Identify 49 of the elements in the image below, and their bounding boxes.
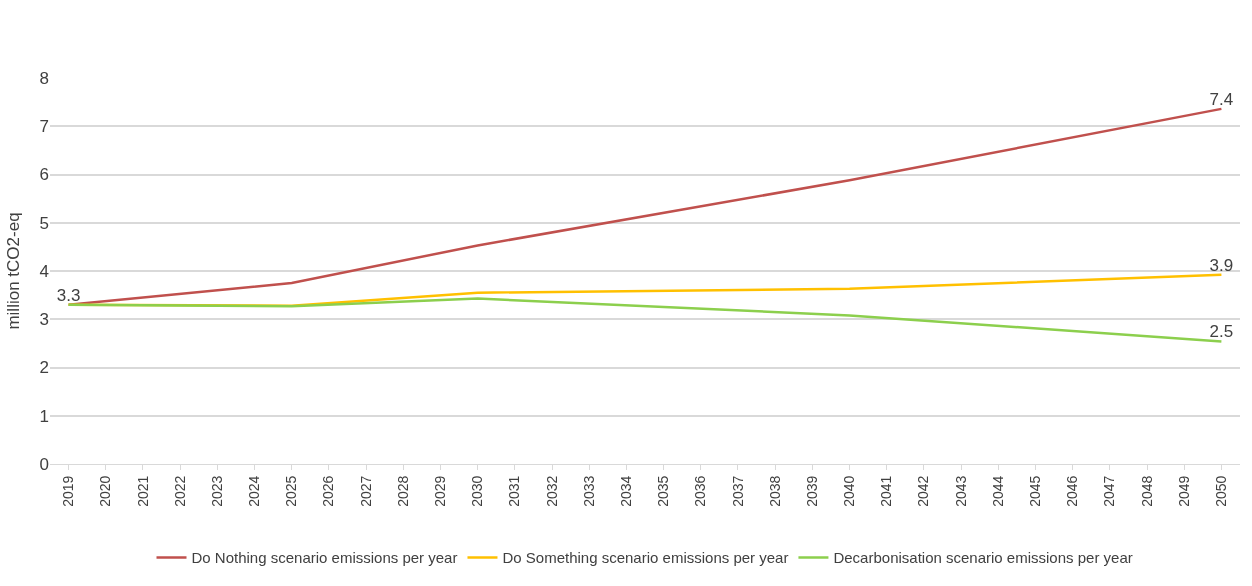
x-tick-label: 2019 <box>60 475 77 507</box>
x-tick-label: 2034 <box>617 475 634 507</box>
x-tick-label: 2042 <box>915 475 932 507</box>
data-label: 3.9 <box>1209 255 1234 275</box>
x-tick-label: 2049 <box>1175 475 1192 507</box>
y-tick-label: 2 <box>39 358 49 378</box>
x-tick-label: 2028 <box>394 475 411 507</box>
y-axis-title: million tCO2-eq <box>4 212 24 330</box>
x-tick-label: 2030 <box>469 475 486 507</box>
x-tick-label: 2043 <box>952 475 969 507</box>
x-tick-label: 2044 <box>989 475 1006 507</box>
x-tick-label: 2039 <box>803 475 820 507</box>
x-tick-label: 2046 <box>1064 475 1081 507</box>
x-tick-label: 2038 <box>766 475 783 507</box>
x-tick-label: 2022 <box>171 475 188 507</box>
x-tick-label: 2041 <box>878 475 895 507</box>
x-tick-label: 2035 <box>655 475 672 507</box>
x-tick-label: 2036 <box>692 475 709 507</box>
y-tick-label: 3 <box>39 310 49 330</box>
legend-label: Do Nothing scenario emissions per year <box>191 549 458 567</box>
x-tick-label: 2050 <box>1212 475 1229 507</box>
x-tick-label: 2031 <box>506 475 523 507</box>
data-label: 3.3 <box>56 285 81 305</box>
x-tick-label: 2027 <box>357 475 374 507</box>
x-tick-label: 2020 <box>97 475 114 507</box>
y-tick-label: 5 <box>39 213 49 233</box>
legend-label: Decarbonisation scenario emissions per year <box>833 549 1133 567</box>
x-tick-label: 2021 <box>134 475 151 507</box>
data-label: 7.4 <box>1209 89 1234 109</box>
x-tick-label: 2032 <box>543 475 560 507</box>
x-tick-label: 2033 <box>580 475 597 507</box>
y-tick-label: 6 <box>39 165 49 185</box>
x-tick-label: 2037 <box>729 475 746 507</box>
data-label: 2.5 <box>1209 322 1234 342</box>
legend-label: Do Something scenario emissions per year <box>502 549 789 567</box>
x-tick-label: 2040 <box>841 475 858 507</box>
x-tick-label: 2045 <box>1027 475 1044 507</box>
y-tick-label: 4 <box>39 261 49 281</box>
x-tick-label: 2048 <box>1138 475 1155 507</box>
y-tick-label: 7 <box>39 117 49 137</box>
x-tick-label: 2029 <box>432 475 449 507</box>
y-tick-label: 8 <box>39 68 49 88</box>
x-tick-label: 2023 <box>208 475 225 507</box>
y-tick-label: 0 <box>39 454 49 474</box>
y-tick-label: 1 <box>39 406 49 426</box>
x-tick-label: 2026 <box>320 475 337 507</box>
x-tick-label: 2025 <box>283 475 300 507</box>
x-tick-label: 2047 <box>1101 475 1118 507</box>
x-tick-label: 2024 <box>246 475 263 507</box>
